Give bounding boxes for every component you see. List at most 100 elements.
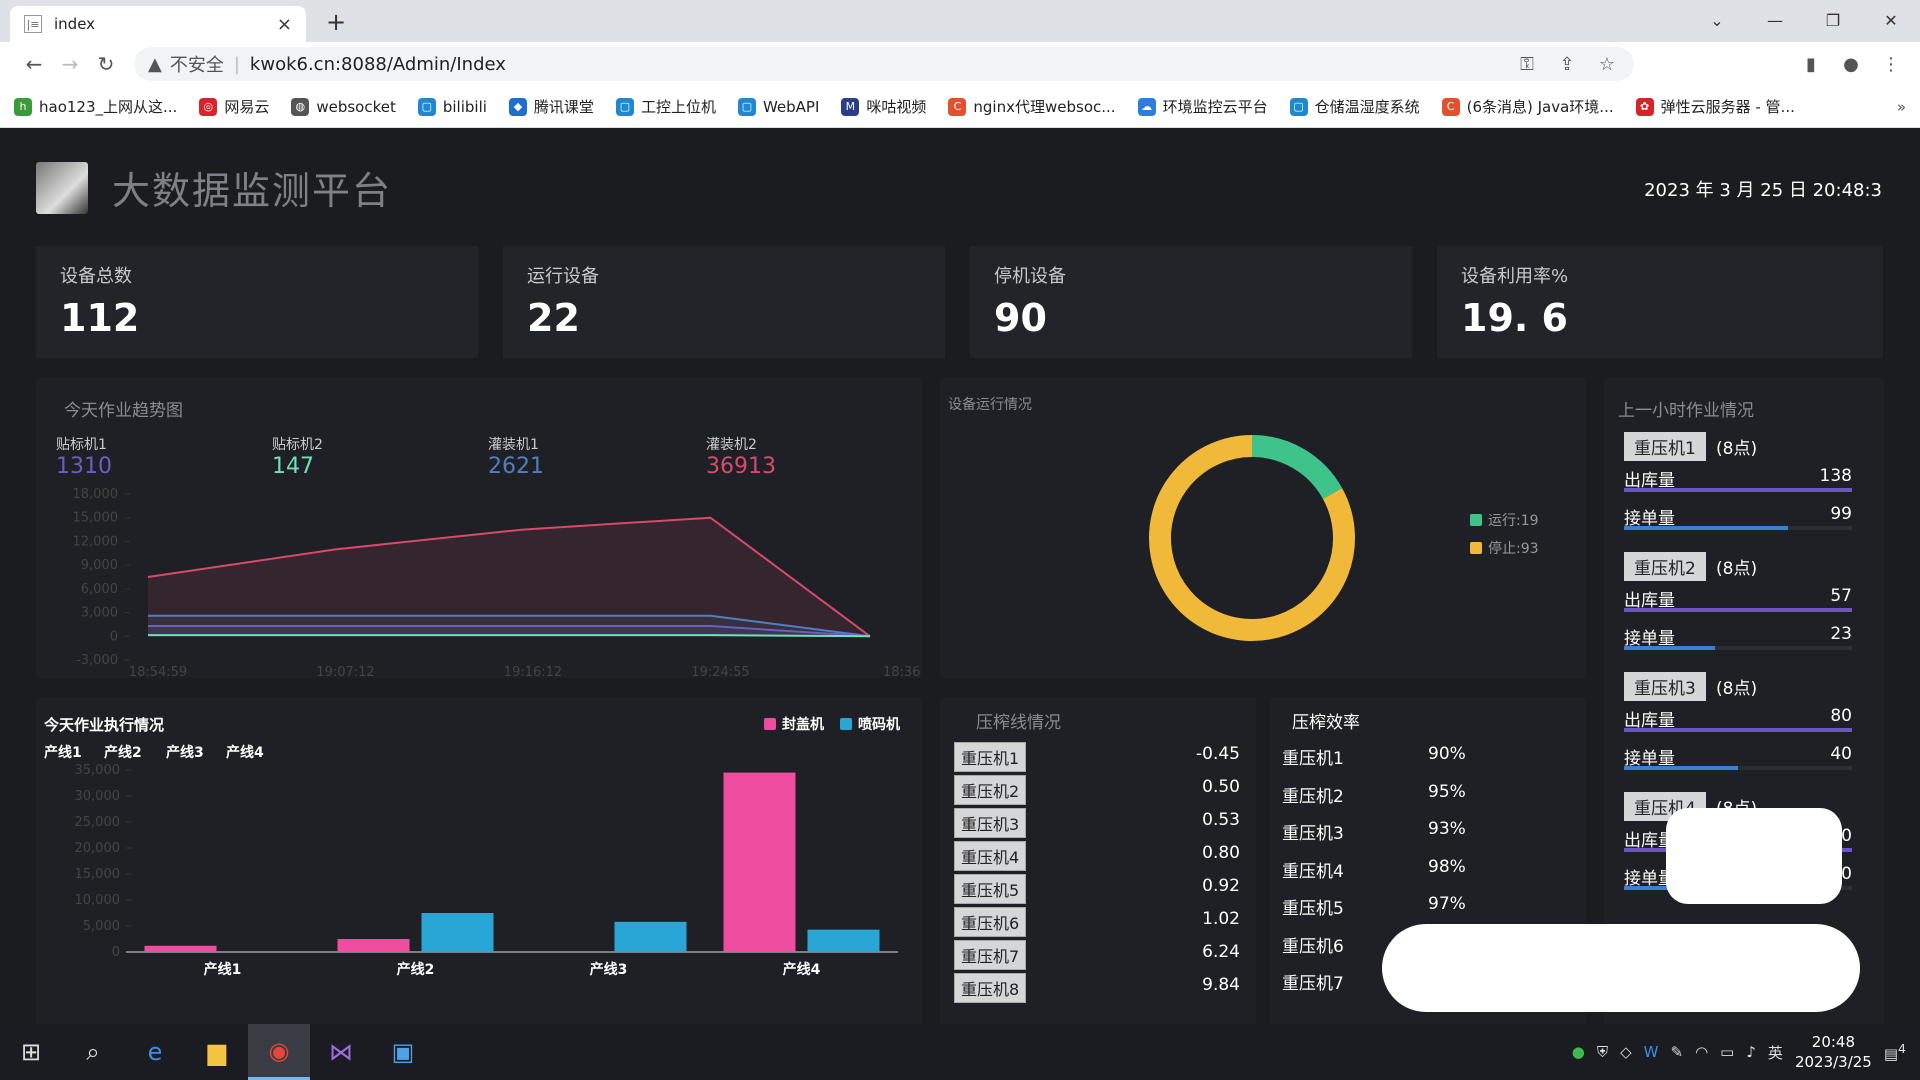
tab-strip: |≡ index × + ⌄ — ❐ ✕ (0, 0, 1920, 42)
bar (614, 921, 687, 952)
machine-tag: 重压机2 (1624, 552, 1706, 581)
notification-icon[interactable]: ▤4 (1883, 1041, 1906, 1063)
kpi-label: 灌装机2 (706, 437, 757, 453)
in-value: 23 (1830, 624, 1852, 644)
share-icon[interactable]: ⇪ (1559, 53, 1575, 75)
press-row: 重压机7 6.24 (954, 940, 1240, 970)
in-value: 40 (1830, 744, 1852, 764)
y-tick-label: 18,000 (73, 487, 119, 502)
search-icon[interactable]: ⌕ (86, 1038, 100, 1066)
efficiency-row: 重压机4 98% (1282, 857, 1492, 882)
y-tick-label: -3,000 (76, 653, 118, 668)
bookmark-icon: ▢ (737, 97, 756, 116)
restore-button[interactable]: ❐ (1825, 11, 1841, 30)
bar (421, 913, 494, 952)
out-bar-fill (1624, 608, 1852, 612)
bookmark-item[interactable]: ◆ 腾讯课堂 (508, 96, 594, 117)
volume-icon[interactable]: ♪ (1746, 1043, 1756, 1061)
bookmark-item[interactable]: ✿ 弹性云服务器 - 管... (1635, 96, 1795, 117)
stat-label: 设备总数 (60, 266, 132, 287)
word-icon[interactable]: W (1643, 1043, 1659, 1061)
bookmark-icon: ▢ (1289, 97, 1308, 116)
ime-indicator[interactable]: 英 (1767, 1043, 1783, 1062)
legend-swatch (840, 718, 852, 730)
chrome-icon[interactable]: ◉ (248, 1024, 310, 1080)
stat-card-total: 设备总数 112 (36, 246, 478, 358)
bookmark-item[interactable]: ◍ websocket (291, 97, 396, 116)
device-panel: 设备运行情况 运行:19 停止:93 (940, 378, 1586, 678)
legend-swatch (1470, 514, 1482, 526)
clock-time: 20:48 (1811, 1033, 1856, 1051)
visual-studio-icon[interactable]: ⋈ (329, 1038, 353, 1066)
machine-hour: (8点) (1716, 559, 1758, 579)
x-tick-label: 19:24:55 (691, 665, 749, 678)
window-controls: ⌄ — ❐ ✕ (1688, 0, 1920, 42)
redaction-overlay (1382, 924, 1860, 1012)
tab-line-3[interactable]: 产线3 (166, 745, 204, 761)
tab-line-4[interactable]: 产线4 (226, 745, 264, 761)
close-window-button[interactable]: ✕ (1884, 11, 1898, 30)
wifi-icon[interactable]: ◠ (1695, 1043, 1709, 1061)
reload-icon[interactable]: ↻ (97, 52, 115, 76)
shield-icon[interactable]: ⛨ (1596, 1043, 1609, 1061)
close-icon[interactable]: × (276, 13, 292, 35)
bookmark-item[interactable]: C (6条消息) Java环境... (1441, 96, 1614, 117)
tab-line-1[interactable]: 产线1 (44, 745, 82, 761)
new-tab-button[interactable]: + (326, 8, 347, 36)
pen-icon[interactable]: ✎ (1670, 1043, 1684, 1061)
ie-icon[interactable]: e (147, 1038, 163, 1066)
in-bar-fill (1624, 646, 1716, 650)
bar (337, 939, 410, 952)
minimize-button[interactable]: — (1767, 11, 1783, 30)
stat-label: 停机设备 (994, 266, 1066, 287)
star-icon[interactable]: ☆ (1598, 53, 1616, 75)
key-icon[interactable]: ⚿ (1520, 53, 1534, 75)
press-value: 9.84 (1202, 975, 1240, 995)
efficiency-name: 重压机1 (1282, 749, 1344, 769)
x-tick-label: 18:54:59 (129, 665, 187, 678)
window-app-icon[interactable]: ▣ (391, 1038, 415, 1066)
folder-icon[interactable]: ▆ (207, 1038, 227, 1066)
network-icon[interactable]: ◇ (1620, 1043, 1632, 1061)
series-line (148, 625, 871, 638)
profile-icon[interactable]: ● (1843, 53, 1859, 75)
browser-tab[interactable]: |≡ index × (10, 6, 306, 42)
battery-icon[interactable]: ▭ (1720, 1043, 1735, 1061)
windows-start-icon[interactable]: ⊞ (20, 1038, 42, 1066)
bookmark-item[interactable]: ▢ 工控上位机 (615, 96, 716, 117)
bookmark-item[interactable]: M 咪咕视频 (841, 96, 926, 117)
bookmark-item[interactable]: ▢ 仓储温湿度系统 (1289, 96, 1420, 117)
device-ring-chart (1149, 435, 1355, 641)
y-tick-label: 15,000 (73, 511, 119, 526)
legend-swatch (764, 718, 776, 730)
bookmark-icon: h (14, 97, 32, 116)
press-value: 6.24 (1202, 942, 1240, 962)
menu-icon[interactable]: ⋮ (1882, 53, 1900, 75)
kpi-value: 1310 (56, 454, 112, 479)
legend-capper: 封盖机 (764, 714, 824, 734)
bookmark-item[interactable]: ▢ bilibili (417, 97, 487, 116)
ring-slice (1251, 435, 1343, 500)
out-row: 出库量 138 (1624, 466, 1852, 491)
press-value: 0.92 (1202, 876, 1240, 896)
press-name: 重压机1 (954, 742, 1027, 772)
back-icon[interactable]: ← (25, 52, 43, 76)
bookmark-item[interactable]: ◎ 网易云 (199, 96, 269, 117)
ring-slice (1149, 435, 1355, 641)
forward-icon[interactable]: → (61, 52, 79, 76)
chevron-down-icon[interactable]: ⌄ (1710, 11, 1724, 30)
bookmarks-more-button[interactable]: » (1896, 97, 1906, 116)
y-tick-label: 30,000 (75, 789, 121, 804)
sidebar-icon[interactable]: ▮ (1806, 53, 1816, 75)
logo (36, 161, 88, 214)
wechat-icon[interactable]: ● (1571, 1043, 1585, 1061)
machine-tag: 重压机1 (1624, 432, 1706, 461)
bookmark-item[interactable]: ▢ WebAPI (737, 97, 819, 116)
bookmark-item[interactable]: ☁ 环境监控云平台 (1137, 96, 1268, 117)
system-clock[interactable]: 20:48 2023/3/25 (1795, 1032, 1872, 1072)
machine-hour: (8点) (1716, 439, 1758, 459)
tab-line-2[interactable]: 产线2 (104, 745, 142, 761)
address-bar[interactable]: ▲ 不安全 | kwok6.cn:8088/Admin/Index ⚿ ⇪ ☆ (134, 47, 1634, 81)
bookmark-item[interactable]: h hao123_上网从这... (14, 96, 177, 117)
